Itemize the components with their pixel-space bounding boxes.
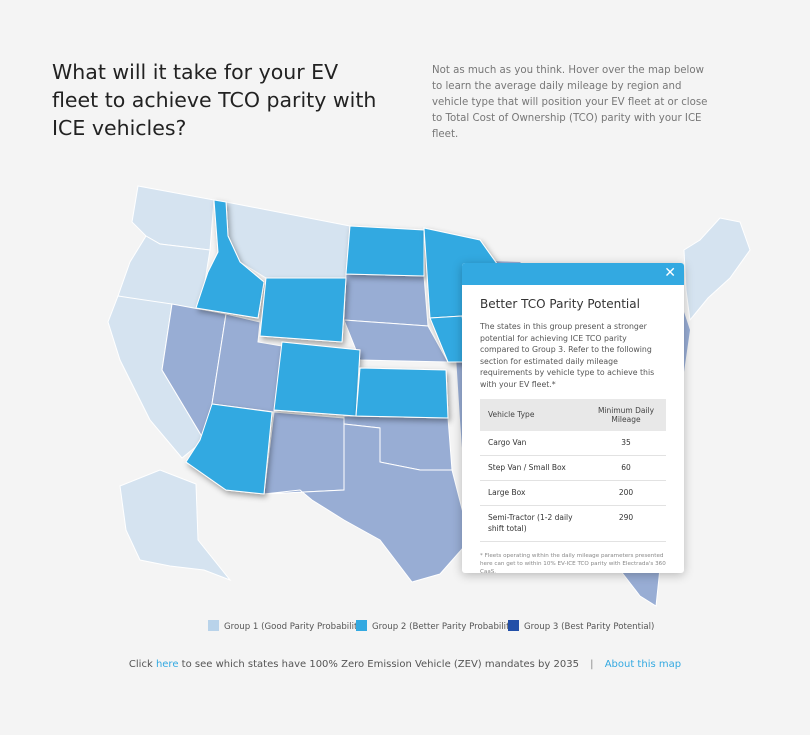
table-header-row: Vehicle Type Minimum Daily Mileage [480, 398, 666, 431]
footer-prefix: Click [128, 659, 153, 670]
footer-separator: | [590, 659, 594, 670]
legend-item-group1: Group 1 (Good Parity Probability) [208, 620, 366, 632]
popup-description: The states in this group present a stron… [480, 322, 655, 389]
column-header-vehicle-type: Vehicle Type [480, 398, 586, 431]
table-row: Step Van / Small Box 60 [480, 455, 666, 481]
zev-mandates-link[interactable]: here [155, 659, 179, 670]
intro-text: Not as much as you think. Hover over the… [432, 65, 708, 140]
table-row: Large Box 200 [480, 480, 666, 506]
state-id[interactable] [195, 199, 265, 319]
state-ne-us[interactable] [683, 217, 751, 322]
table-row: Semi-Tractor (1-2 daily shift total) 290 [480, 505, 666, 542]
vehicle-type-cell: Step Van / Small Box [480, 455, 586, 481]
mileage-cell: 290 [586, 505, 666, 542]
popup-footnote: * Fleets operating within the daily mile… [480, 552, 666, 573]
legend-item-group3: Group 3 (Best Parity Potential) [508, 620, 655, 632]
state-nm[interactable] [263, 411, 345, 495]
state-az[interactable] [185, 403, 273, 495]
state-ak[interactable] [119, 469, 232, 582]
legend-swatch-group2 [356, 620, 367, 631]
legend-label-group1: Group 1 (Good Parity Probability) [224, 622, 366, 632]
legend-item-group2: Group 2 (Better Parity Probability) [356, 620, 518, 632]
vehicle-type-cell: Large Box [480, 480, 586, 506]
state-fl[interactable] [619, 567, 661, 607]
footer-line: Click here to see which states have 100%… [0, 659, 810, 670]
state-co[interactable] [273, 341, 361, 417]
page-title: What will it take for your EV fleet to a… [52, 60, 377, 140]
state-nd[interactable] [345, 225, 425, 277]
close-icon[interactable]: ✕ [664, 265, 676, 281]
mileage-cell: 35 [586, 430, 666, 456]
table-row: Cargo Van 35 [480, 430, 666, 456]
mileage-cell: 60 [586, 455, 666, 481]
state-ks[interactable] [355, 367, 449, 419]
vehicle-type-cell: Cargo Van [480, 430, 586, 456]
popup-title: Better TCO Parity Potential [480, 297, 640, 311]
about-map-link[interactable]: About this map [604, 659, 682, 670]
state-group-popup: ✕ Better TCO Parity Potential The states… [462, 263, 684, 573]
vehicle-type-cell: Semi-Tractor (1-2 daily shift total) [480, 505, 586, 542]
state-wy[interactable] [259, 277, 347, 343]
legend-label-group2: Group 2 (Better Parity Probability) [372, 622, 518, 632]
column-header-mileage: Minimum Daily Mileage [586, 398, 666, 431]
us-map [107, 185, 751, 607]
mileage-table: Vehicle Type Minimum Daily Mileage Cargo… [480, 398, 666, 542]
legend-swatch-group1 [208, 620, 219, 631]
legend-swatch-group3 [508, 620, 519, 631]
popup-header-bar: ✕ [462, 263, 684, 285]
state-sd[interactable] [343, 273, 429, 327]
footer-suffix: to see which states have 100% Zero Emiss… [181, 659, 579, 670]
state-tx[interactable] [263, 423, 471, 583]
mileage-cell: 200 [586, 480, 666, 506]
legend-label-group3: Group 3 (Best Parity Potential) [524, 622, 655, 632]
